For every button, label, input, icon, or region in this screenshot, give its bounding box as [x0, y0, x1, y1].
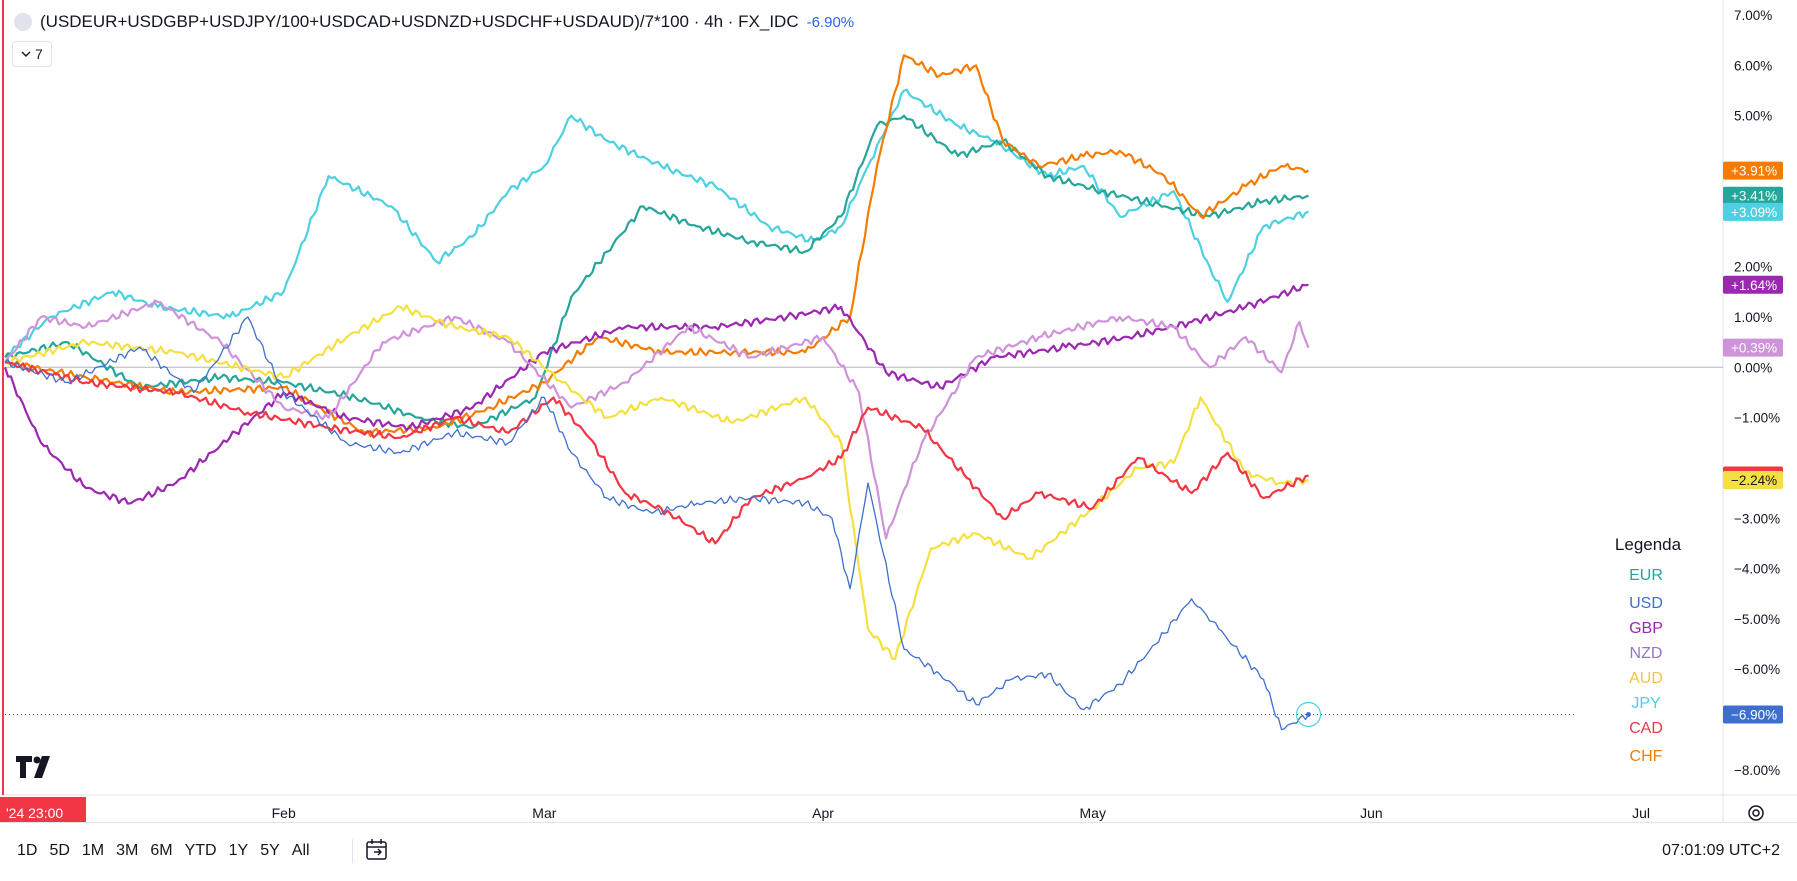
series-line[interactable]	[3, 283, 1309, 505]
timeframe-6m[interactable]: 6M	[150, 842, 173, 859]
legend-item-aud[interactable]: AUD	[1629, 670, 1663, 687]
last-value-label: +0.39%	[1731, 341, 1777, 356]
y-tick-label: −6.00%	[1734, 662, 1780, 677]
last-value-badge	[1723, 705, 1783, 724]
x-tick-label: May	[1080, 805, 1106, 821]
series-line[interactable]	[4, 316, 1310, 731]
indicators-toggle-button[interactable]: 7	[12, 41, 52, 67]
x-tick-label: Jun	[1360, 805, 1383, 821]
last-value-label: +1.64%	[1731, 278, 1777, 293]
timeframe-1y[interactable]: 1Y	[228, 842, 249, 859]
indicator-count: 7	[35, 46, 43, 62]
settings-gear-icon[interactable]	[1745, 802, 1767, 824]
last-value-badge	[1723, 202, 1783, 221]
chevron-down-icon	[21, 51, 31, 57]
start-date-label: '24 23:00	[6, 805, 63, 821]
timeframe-bar: 1D 5D 1M 3M 6M YTD 1Y 5Y All	[12, 839, 315, 863]
last-value-badge	[1723, 275, 1783, 294]
legend-item-nzd[interactable]: NZD	[1630, 645, 1663, 662]
y-tick-label: −1.00%	[1734, 411, 1780, 426]
last-value-label: +3.09%	[1731, 205, 1777, 220]
x-tick-label: Feb	[272, 805, 296, 821]
start-date-badge	[0, 797, 86, 823]
legend-item-eur[interactable]: EUR	[1629, 567, 1663, 584]
last-value-badge	[1723, 161, 1783, 180]
symbol-change: -6.90%	[806, 13, 855, 31]
timeframe-5y[interactable]: 5Y	[260, 842, 280, 859]
series-line[interactable]	[4, 304, 1309, 661]
symbol-title[interactable]: (USDEUR+USDGBP+USDJPY/100+USDCAD+USDNZD+…	[40, 12, 799, 31]
y-tick-label: −4.00%	[1734, 562, 1780, 577]
y-tick-label: 1.00%	[1734, 310, 1772, 325]
y-tick-label: 5.00%	[1734, 109, 1772, 124]
series-line[interactable]	[4, 361, 1309, 545]
legend-item-chf[interactable]: CHF	[1630, 748, 1663, 765]
timeframe-all[interactable]: All	[291, 842, 310, 859]
bottom-toolbar: 1D 5D 1M 3M 6M YTD 1Y 5Y All 07:01:09 UTC+2	[0, 822, 1797, 879]
series-line[interactable]	[4, 299, 1310, 540]
goto-date-calendar-icon[interactable]	[364, 837, 390, 863]
last-value-badge	[1723, 186, 1783, 205]
timeframe-ytd[interactable]: YTD	[184, 842, 217, 859]
timeframe-1m[interactable]: 1M	[81, 842, 105, 859]
last-value-label: −2.24%	[1731, 473, 1777, 488]
last-value-badge	[1723, 471, 1783, 490]
y-tick-label: 6.00%	[1734, 58, 1772, 73]
tradingview-logo-icon[interactable]	[16, 756, 56, 778]
last-value-label: −6.90%	[1731, 707, 1777, 722]
last-value-label: +3.91%	[1731, 164, 1777, 179]
x-tick-label: Jul	[1632, 805, 1650, 821]
legend-item-cad[interactable]: CAD	[1629, 720, 1663, 737]
legend-item-gbp[interactable]: GBP	[1629, 620, 1663, 637]
legend-item-usd[interactable]: USD	[1629, 595, 1663, 612]
legend-title: Legenda	[1615, 535, 1682, 554]
x-tick-label: Mar	[532, 805, 556, 821]
last-value-label: +3.41%	[1731, 189, 1777, 204]
y-tick-label: −5.00%	[1734, 612, 1780, 627]
y-tick-label: −3.00%	[1734, 511, 1780, 526]
y-tick-label: 2.00%	[1734, 260, 1772, 275]
series-line[interactable]	[4, 114, 1309, 429]
legend-item-jpy[interactable]: JPY	[1631, 695, 1661, 712]
last-point-dot	[1305, 711, 1311, 717]
last-value-badge	[1723, 338, 1783, 357]
symbol-header[interactable]: (USDEUR+USDGBP+USDJPY/100+USDCAD+USDNZD+…	[14, 9, 854, 35]
series-line[interactable]	[4, 54, 1310, 438]
timeframe-1d[interactable]: 1D	[17, 842, 38, 859]
series-line[interactable]	[4, 88, 1309, 359]
symbol-logo-icon	[14, 13, 32, 31]
last-point-pulse	[1295, 701, 1322, 728]
price-chart[interactable]: 7.00% 6.00% 5.00% 2.00% 1.00% 0.00% −1.00% −3.0…	[0, 0, 1797, 823]
y-tick-label: 0.00%	[1734, 360, 1772, 375]
y-tick-label: −8.00%	[1734, 763, 1780, 778]
timeframe-3m[interactable]: 3M	[116, 842, 139, 859]
timeframe-5d[interactable]: 5D	[49, 842, 70, 859]
y-tick-label: 7.00%	[1734, 8, 1772, 23]
clock-timezone[interactable]: 07:01:09 UTC+2	[1662, 842, 1780, 859]
toolbar-divider	[352, 839, 353, 863]
x-tick-label: Apr	[812, 805, 834, 821]
